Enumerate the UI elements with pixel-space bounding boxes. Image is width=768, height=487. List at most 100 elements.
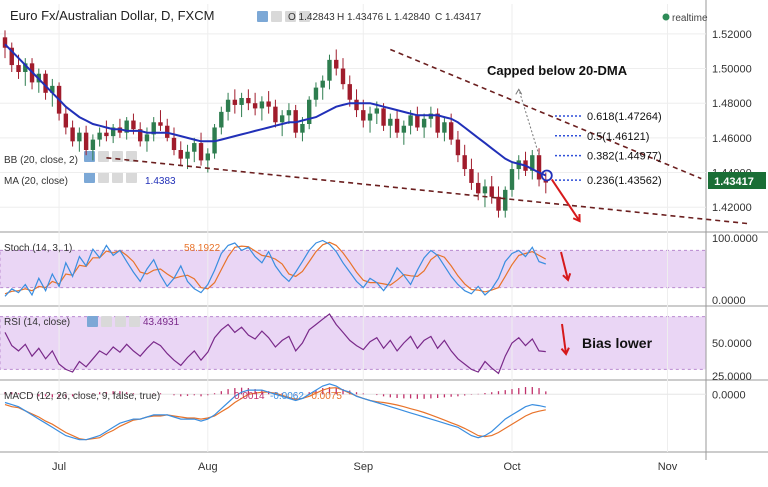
candle-body	[448, 122, 454, 140]
x-tick-label: Nov	[658, 461, 678, 473]
legend-bb-eye-icon[interactable]	[84, 151, 95, 162]
candle-body	[266, 101, 271, 107]
candle-body	[151, 122, 156, 135]
candle-body	[340, 68, 346, 85]
candle-body	[489, 186, 494, 197]
candle-body	[178, 150, 183, 159]
candle-body	[300, 124, 305, 133]
candle-body	[110, 127, 116, 137]
y-tick-label: 1.46000	[712, 133, 752, 145]
x-tick-label: Aug	[198, 461, 218, 473]
stoch-y-tick-label: 0.0000	[712, 295, 746, 307]
rsi-legend-eye-icon[interactable]	[87, 316, 98, 327]
rsi-legend-settings-icon[interactable]	[101, 316, 112, 327]
candle-body	[415, 115, 420, 128]
candle-body	[279, 115, 285, 123]
rsi-legend-label: RSI (14, close)	[4, 317, 70, 328]
candle-body	[185, 151, 190, 159]
header-close-icon[interactable]	[299, 11, 310, 22]
candle-body	[482, 186, 488, 194]
candle-body	[77, 132, 82, 142]
rsi-legend-close-icon[interactable]	[129, 316, 140, 327]
fib-level-label: 0.382(1.44977)	[587, 151, 662, 163]
macd-legend-signal: -0.0075	[308, 391, 342, 402]
legend-ma20-eye-icon[interactable]	[84, 172, 95, 183]
legend-bb-close-icon[interactable]	[126, 151, 137, 162]
annotation-capped: Capped below 20-DMA	[487, 63, 628, 78]
ma-touch-marker	[540, 169, 553, 182]
candle-body	[171, 137, 177, 150]
macd-line	[4, 383, 546, 441]
candle-body	[225, 99, 231, 112]
candle-body	[198, 143, 204, 161]
down-arrow-rsi-icon	[560, 347, 570, 356]
y-tick-label: 1.42000	[712, 202, 752, 214]
candle-body	[354, 99, 359, 111]
projection-arrow-icon	[515, 88, 523, 95]
stoch-legend-label: Stoch (14, 3, 1)	[4, 243, 72, 254]
legend-bb-settings-icon[interactable]	[98, 151, 109, 162]
down-arrow-stoch-icon	[562, 273, 572, 282]
legend-ma20: MA (20, close)	[4, 176, 68, 187]
ohlc-close: C 1.43417	[435, 12, 482, 23]
fib-level-label: 0.5(1.46121)	[587, 131, 649, 143]
candle-body	[374, 108, 379, 114]
legend-ma20-close-icon[interactable]	[126, 172, 137, 183]
down-arrow-stoch	[560, 251, 569, 281]
x-tick-label: Sep	[353, 461, 373, 473]
candle-body	[70, 127, 75, 142]
candle-body	[232, 99, 238, 105]
header-settings-icon[interactable]	[271, 11, 282, 22]
candle-body	[401, 125, 407, 133]
candle-body	[144, 134, 150, 142]
candle-body	[530, 155, 535, 171]
candle-body	[124, 120, 129, 133]
header-eye-icon[interactable]	[257, 11, 268, 22]
fib-level-label: 0.618(1.47264)	[587, 111, 662, 123]
brand-label: realtime	[672, 13, 708, 24]
y-tick-label: 1.50000	[712, 64, 752, 76]
candle-body	[462, 155, 467, 170]
candle-body	[205, 153, 210, 161]
status-dot-icon	[662, 13, 670, 21]
candle-body	[361, 110, 366, 121]
fib-level-label: 0.236(1.43562)	[587, 175, 662, 187]
legend-ma20-value: 1.4383	[145, 176, 176, 187]
macd-legend-macd: -0.0062	[270, 391, 304, 402]
candle-body	[388, 118, 393, 126]
candle-body	[16, 65, 21, 72]
stoch-d-line	[4, 241, 547, 295]
candle-body	[455, 139, 461, 156]
legend-ma20-settings-icon[interactable]	[98, 172, 109, 183]
candle-body	[138, 129, 143, 142]
candle-body	[394, 118, 400, 133]
candle-body	[63, 113, 69, 128]
ohlc-open: O 1.42843	[288, 12, 335, 23]
rsi-legend-add-icon[interactable]	[115, 316, 126, 327]
ohlc-low: L 1.42840	[386, 12, 431, 23]
candle-body	[43, 73, 48, 93]
candle-body	[476, 182, 481, 194]
annotation-layer: 0.618(1.47264) 0.5(1.46121) 0.382(1.44977)…	[106, 48, 766, 356]
rsi-legend-value: 43.4931	[143, 317, 180, 328]
candle-body	[509, 169, 515, 190]
candle-body	[503, 189, 508, 211]
candle-body	[496, 196, 501, 211]
macd-legend-hist: 0.0014	[234, 391, 265, 402]
chart-title: Euro Fx/Australian Dollar, D, FXCM	[10, 8, 214, 23]
candle-body	[9, 47, 14, 66]
legend-ma20-add-icon[interactable]	[112, 172, 123, 183]
y-tick-label: 1.48000	[712, 98, 752, 110]
legend-bb-add-icon[interactable]	[112, 151, 123, 162]
header-add-icon[interactable]	[285, 11, 296, 22]
ma20-line	[4, 43, 547, 177]
candle-body	[381, 108, 386, 126]
candle-body	[90, 139, 96, 150]
candle-body	[442, 122, 447, 133]
x-tick-label: Jul	[52, 461, 66, 473]
candle-body	[273, 106, 278, 123]
candle-body	[536, 155, 542, 180]
down-arrow-price-icon	[572, 214, 581, 223]
